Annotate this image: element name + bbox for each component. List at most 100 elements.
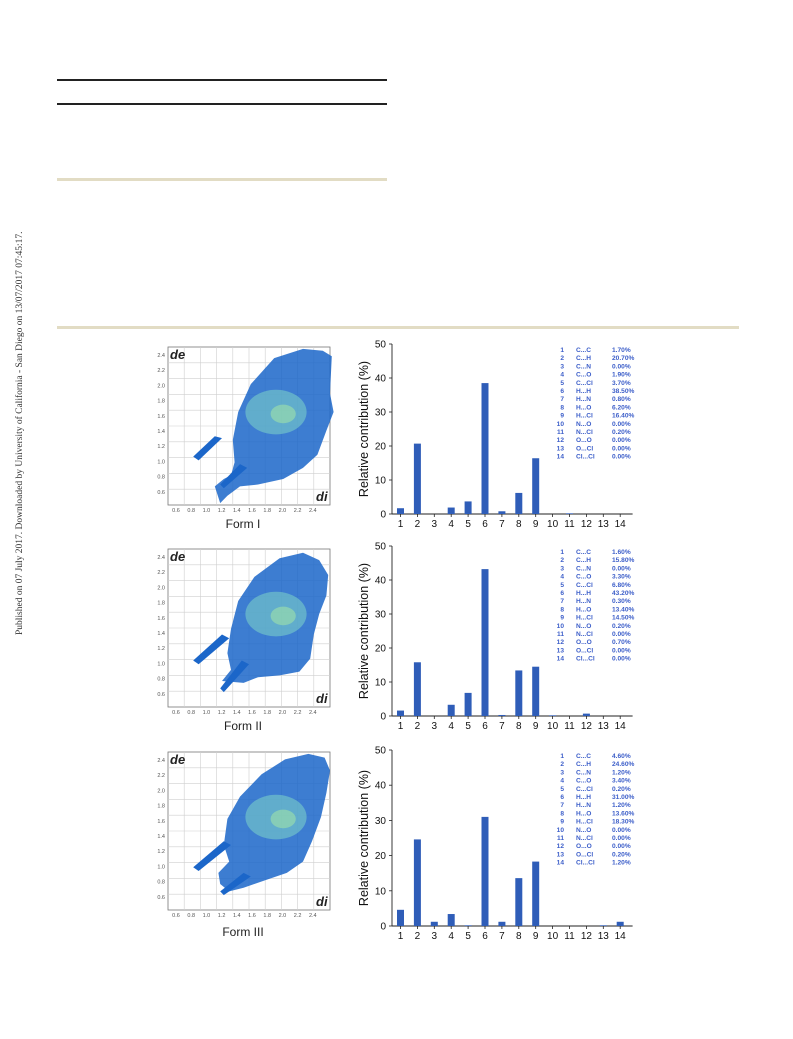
legend-number: 5 bbox=[560, 380, 564, 387]
fp-di-tick: 1.2 bbox=[218, 508, 226, 514]
legend-percentage: 1.70% bbox=[612, 347, 631, 354]
fp-di-label: di bbox=[316, 489, 328, 504]
y-tick-label: 40 bbox=[375, 781, 387, 792]
legend-number: 9 bbox=[560, 615, 564, 622]
y-tick-label: 10 bbox=[375, 886, 387, 897]
legend-number: 2 bbox=[560, 557, 564, 564]
x-tick-label: 11 bbox=[564, 519, 575, 530]
publication-note: Published on 07 July 2017. Downloaded by… bbox=[5, 185, 25, 635]
y-tick-label: 20 bbox=[375, 442, 387, 453]
bar bbox=[397, 909, 404, 926]
x-tick-label: 4 bbox=[448, 519, 454, 530]
legend-number: 11 bbox=[557, 429, 564, 436]
x-tick-label: 2 bbox=[415, 721, 421, 732]
x-tick-label: 6 bbox=[482, 931, 488, 942]
legend-percentage: 0.20% bbox=[612, 786, 631, 793]
legend-percentage: 1.90% bbox=[612, 372, 631, 379]
fp-di-tick: 1.6 bbox=[248, 710, 256, 716]
fp-di-tick: 0.8 bbox=[187, 913, 195, 919]
legend-contact: O...O bbox=[576, 639, 592, 646]
x-tick-label: 7 bbox=[499, 519, 505, 530]
fp-spike-upper bbox=[193, 436, 222, 461]
legend-number: 1 bbox=[560, 347, 564, 354]
x-tick-label: 1 bbox=[398, 721, 404, 732]
fingerprint-form-label: Form III bbox=[222, 925, 263, 939]
legend-percentage: 13.60% bbox=[612, 810, 635, 817]
legend-contact: C...O bbox=[576, 372, 591, 379]
y-tick-label: 10 bbox=[375, 476, 387, 487]
fp-de-tick: 1.0 bbox=[157, 459, 165, 465]
y-tick-label: 30 bbox=[375, 408, 387, 419]
fp-di-tick: 0.6 bbox=[172, 913, 180, 919]
fp-de-tick: 0.6 bbox=[157, 692, 165, 698]
fp-de-label: de bbox=[170, 549, 185, 564]
bar bbox=[532, 666, 540, 716]
fp-de-tick: 1.0 bbox=[157, 661, 165, 667]
legend-number: 12 bbox=[557, 843, 565, 850]
bar bbox=[464, 925, 472, 926]
x-tick-label: 11 bbox=[564, 931, 575, 942]
legend-percentage: 16.40% bbox=[612, 413, 635, 420]
bar-chart-form-i: 0 10 20 30 40 50 Relative contribution (%) 1 2 3 4… bbox=[354, 338, 650, 532]
x-tick-label: 14 bbox=[615, 721, 627, 732]
bar bbox=[397, 710, 404, 716]
x-tick-label: 7 bbox=[499, 931, 505, 942]
y-tick-label: 30 bbox=[375, 610, 387, 621]
bar bbox=[515, 878, 523, 926]
bar bbox=[464, 501, 472, 514]
fp-de-tick: 1.8 bbox=[157, 601, 165, 607]
legend-number: 4 bbox=[560, 574, 564, 581]
legend-percentage: 6.20% bbox=[612, 404, 631, 411]
legend-number: 5 bbox=[560, 786, 564, 793]
legend-percentage: 0.00% bbox=[612, 656, 631, 663]
legend-contact: O...O bbox=[576, 437, 592, 444]
legend-contact: O...Cl bbox=[576, 647, 593, 654]
x-tick-label: 4 bbox=[448, 931, 454, 942]
legend-percentage: 3.30% bbox=[612, 574, 631, 581]
fp-de-tick: 1.2 bbox=[157, 444, 165, 450]
bar bbox=[413, 662, 421, 716]
fp-de-tick: 1.4 bbox=[157, 429, 165, 435]
bar bbox=[515, 492, 523, 514]
legend-percentage: 0.00% bbox=[612, 437, 631, 444]
fp-di-tick: 2.0 bbox=[279, 508, 287, 514]
fingerprint-svg-form-iii: 2.4 2.2 2.0 1.8 1.6 1.4 1.2 1.0 0.8 0.6 0.6 0.8 1.0 1… bbox=[157, 751, 331, 939]
legend-contact: H...Cl bbox=[576, 819, 593, 826]
legend-percentage: 24.60% bbox=[612, 761, 635, 768]
legend-contact: C...H bbox=[576, 557, 591, 564]
bar bbox=[481, 383, 489, 514]
legend-number: 1 bbox=[560, 549, 564, 556]
fp-de-tick: 1.6 bbox=[157, 819, 165, 825]
legend-contact: C...Cl bbox=[576, 380, 593, 387]
legend-number: 10 bbox=[557, 623, 565, 630]
legend-contact: Cl...Cl bbox=[576, 656, 595, 663]
fp-di-tick: 2.4 bbox=[309, 913, 317, 919]
fp-de-tick: 0.6 bbox=[157, 895, 165, 901]
fp-di-tick: 2.2 bbox=[294, 710, 302, 716]
legend-percentage: 0.00% bbox=[612, 454, 631, 461]
legend-percentage: 18.30% bbox=[612, 819, 635, 826]
legend: 1 C...C 1.70% 2 C...H 20.70% 3 C...N 0.00% 4 C...O… bbox=[557, 347, 635, 461]
fp-de-tick: 1.8 bbox=[157, 399, 165, 405]
fp-spike-lower bbox=[220, 464, 248, 489]
fp-di-tick: 1.4 bbox=[233, 913, 241, 919]
x-tick-label: 5 bbox=[465, 519, 471, 530]
legend-number: 5 bbox=[560, 582, 564, 589]
fp-de-label: de bbox=[170, 347, 185, 362]
fp-di-tick: 1.4 bbox=[233, 710, 241, 716]
legend-percentage: 0.00% bbox=[612, 631, 631, 638]
fp-di-label: di bbox=[316, 894, 328, 909]
y-axis-label: Relative contribution (%) bbox=[357, 770, 371, 906]
legend-number: 6 bbox=[560, 794, 564, 801]
bar bbox=[582, 713, 590, 716]
fingerprint-svg-form-ii: 2.4 2.2 2.0 1.8 1.6 1.4 1.2 1.0 0.8 0.6 0.6 0.8 1.0 1… bbox=[157, 548, 331, 733]
bar bbox=[498, 921, 506, 926]
legend-contact: O...Cl bbox=[576, 851, 593, 858]
legend-number: 12 bbox=[557, 437, 565, 444]
y-tick-label: 30 bbox=[375, 816, 387, 827]
legend-number: 3 bbox=[560, 565, 564, 572]
y-tick-label: 0 bbox=[380, 712, 386, 723]
